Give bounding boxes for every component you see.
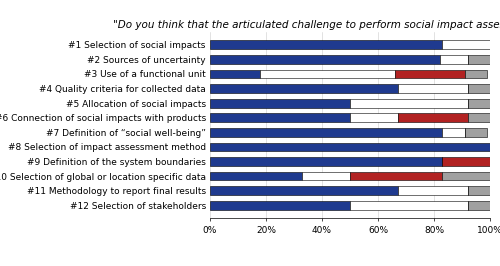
Bar (468, 99, 490, 107)
Bar (210, 113, 350, 122)
Bar (210, 128, 442, 137)
Bar (210, 70, 260, 78)
Bar (395, 70, 465, 78)
Bar (442, 40, 490, 49)
Title: "Do you think that the articulated challenge to perform social impact assessment: "Do you think that the articulated chall… (113, 20, 500, 30)
Bar (350, 201, 468, 210)
Bar (468, 186, 490, 195)
Bar (468, 113, 490, 122)
Bar (210, 40, 442, 49)
Bar (350, 172, 442, 180)
Bar (442, 172, 490, 180)
Bar (398, 186, 468, 195)
Bar (302, 172, 350, 180)
Bar (440, 55, 468, 64)
Bar (468, 201, 490, 210)
Bar (465, 128, 487, 137)
Bar (260, 70, 395, 78)
Bar (210, 172, 302, 180)
Bar (465, 70, 487, 78)
Bar (442, 157, 490, 166)
Bar (398, 113, 468, 122)
Bar (398, 84, 468, 93)
Bar (468, 55, 490, 64)
Bar (210, 99, 350, 107)
Bar (210, 157, 442, 166)
Bar (210, 186, 398, 195)
Bar (210, 201, 350, 210)
Bar (468, 84, 490, 93)
Bar (350, 99, 468, 107)
Bar (442, 128, 465, 137)
Bar (210, 55, 440, 64)
Bar (210, 84, 398, 93)
Bar (350, 113, 398, 122)
Bar (210, 143, 490, 151)
